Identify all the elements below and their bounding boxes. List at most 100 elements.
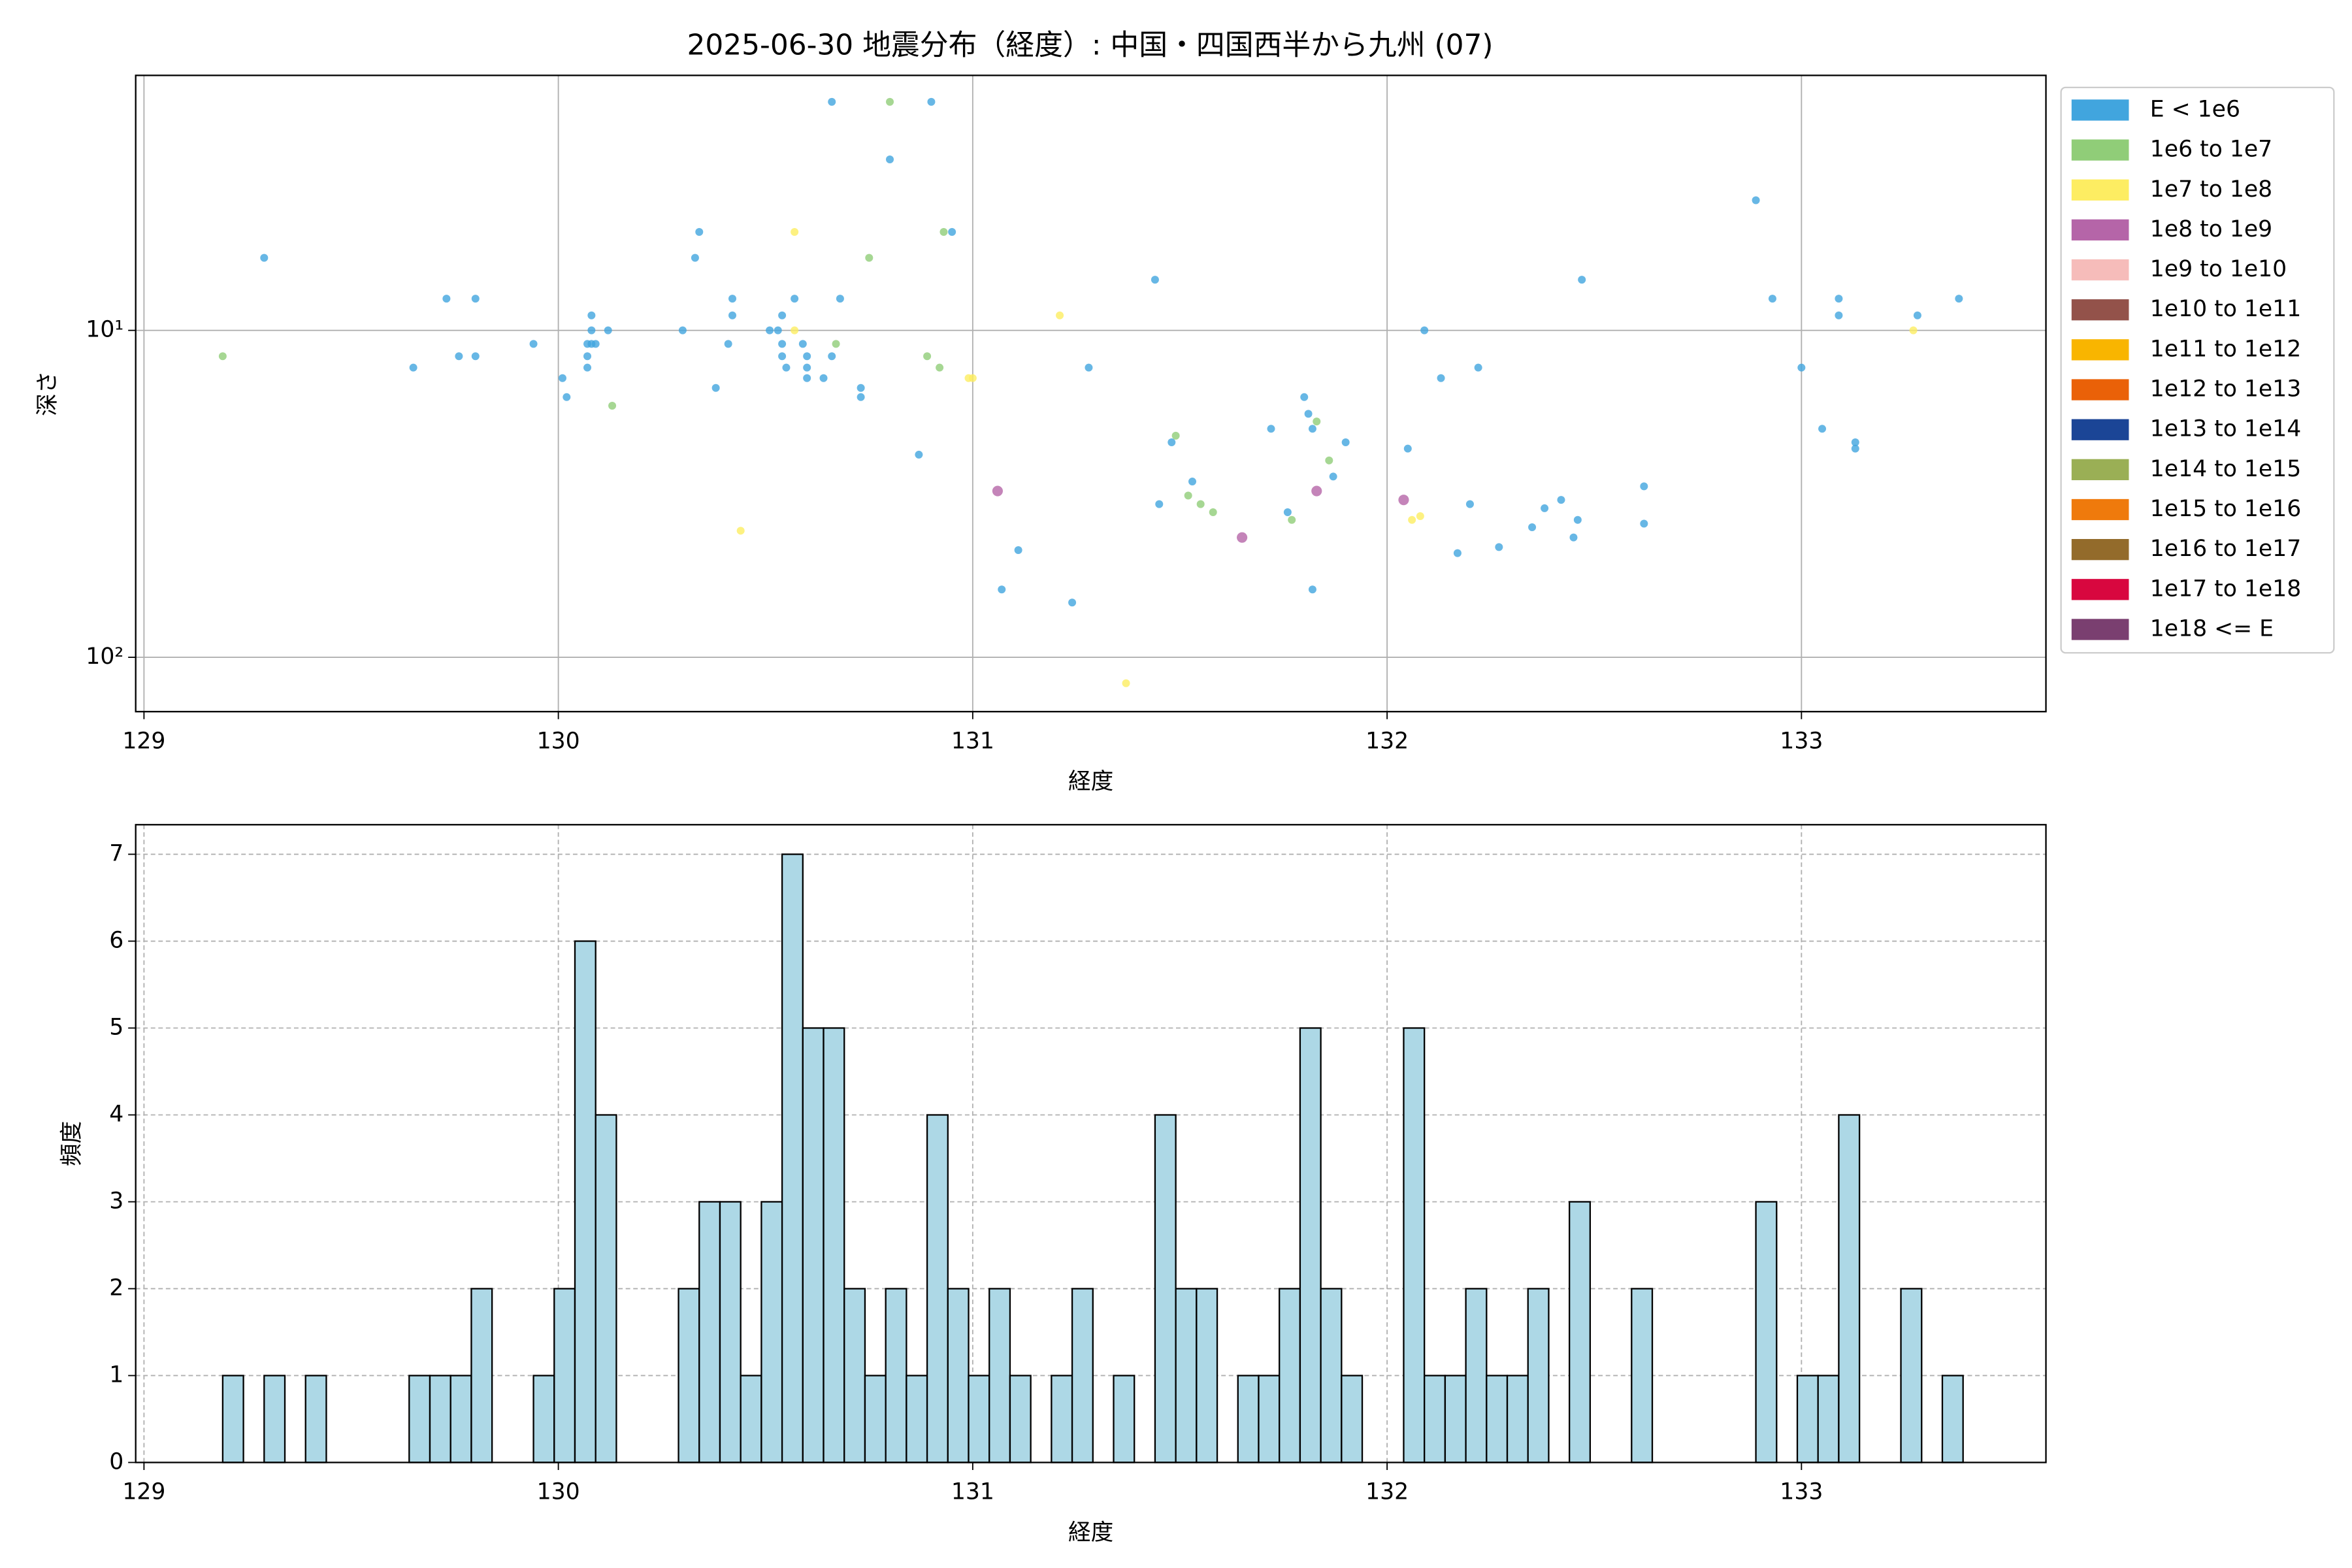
histogram-bar bbox=[470, 1288, 493, 1463]
histogram-bar bbox=[1403, 1027, 1426, 1463]
data-point bbox=[803, 363, 811, 372]
data-point bbox=[778, 340, 787, 348]
legend-label: 1e12 to 1e13 bbox=[2150, 376, 2301, 402]
data-point bbox=[1267, 425, 1275, 433]
legend-label: 1e10 to 1e11 bbox=[2150, 296, 2301, 322]
data-point bbox=[782, 363, 791, 372]
data-point bbox=[886, 97, 894, 106]
y-tick-label: 2 bbox=[109, 1275, 123, 1301]
data-point bbox=[791, 326, 799, 335]
data-point bbox=[1168, 438, 1176, 447]
histogram-bar bbox=[1113, 1375, 1135, 1463]
histogram-bar bbox=[678, 1288, 700, 1463]
data-point bbox=[1835, 295, 1843, 303]
legend-swatch bbox=[2071, 259, 2129, 281]
data-point bbox=[471, 295, 480, 303]
y-tick-label: 4 bbox=[109, 1101, 123, 1127]
histogram-bar bbox=[1051, 1375, 1073, 1463]
data-point bbox=[778, 311, 787, 319]
data-point bbox=[1398, 495, 1409, 506]
histogram-bar bbox=[1299, 1027, 1322, 1463]
histogram-bar bbox=[408, 1375, 431, 1463]
data-point bbox=[608, 401, 617, 410]
histogram-bar bbox=[1341, 1375, 1364, 1463]
data-point bbox=[1056, 311, 1064, 319]
histogram-bar bbox=[698, 1201, 721, 1463]
data-point bbox=[1403, 444, 1412, 453]
x-axis-label: 経度 bbox=[1068, 1520, 1113, 1546]
data-point bbox=[766, 326, 774, 335]
data-point bbox=[1085, 363, 1093, 372]
histogram-bar bbox=[781, 853, 804, 1463]
data-point bbox=[587, 326, 596, 335]
data-point bbox=[803, 374, 811, 382]
data-point bbox=[1474, 363, 1482, 372]
legend-swatch bbox=[2071, 339, 2129, 361]
data-point bbox=[1308, 425, 1316, 433]
histogram-bar bbox=[843, 1288, 866, 1463]
histogram-bar bbox=[1009, 1375, 1032, 1463]
data-point bbox=[1569, 533, 1578, 542]
y-tick-label: 10¹ bbox=[86, 317, 123, 343]
histogram-bar bbox=[1071, 1288, 1094, 1463]
data-point bbox=[1955, 295, 1963, 303]
data-point bbox=[1420, 326, 1429, 335]
x-tick-label: 131 bbox=[951, 728, 994, 754]
y-tick-label: 7 bbox=[109, 841, 123, 867]
data-point bbox=[886, 155, 894, 164]
histogram-bar bbox=[1755, 1201, 1778, 1463]
data-point bbox=[728, 295, 736, 303]
histogram-bar bbox=[1486, 1375, 1509, 1463]
data-point bbox=[1818, 425, 1827, 433]
data-point bbox=[1640, 519, 1648, 528]
histogram-bar bbox=[1506, 1375, 1529, 1463]
data-point bbox=[832, 340, 840, 348]
y-tick-label: 1 bbox=[109, 1362, 123, 1388]
data-point bbox=[1578, 276, 1586, 284]
data-point bbox=[1528, 523, 1537, 531]
legend-swatch bbox=[2071, 459, 2129, 480]
data-point bbox=[1341, 438, 1350, 447]
data-point bbox=[857, 393, 865, 401]
data-point bbox=[828, 97, 836, 106]
data-point bbox=[1184, 491, 1192, 500]
data-point bbox=[728, 311, 736, 319]
histogram-bar bbox=[1796, 1375, 1819, 1463]
legend-label: 1e8 to 1e9 bbox=[2150, 216, 2272, 242]
histogram-bar bbox=[885, 1288, 907, 1463]
data-point bbox=[1237, 532, 1248, 543]
data-point bbox=[1573, 515, 1582, 524]
histogram-bar bbox=[988, 1288, 1011, 1463]
data-point bbox=[471, 352, 480, 361]
data-point bbox=[1465, 500, 1474, 508]
data-point bbox=[1541, 504, 1549, 512]
data-point bbox=[604, 326, 612, 335]
histogram-bar bbox=[574, 940, 596, 1463]
data-point bbox=[948, 228, 956, 237]
x-tick-label: 129 bbox=[122, 1479, 165, 1505]
legend-swatch bbox=[2071, 179, 2129, 201]
data-point bbox=[724, 340, 732, 348]
data-point bbox=[1851, 438, 1859, 447]
histogram-bar bbox=[926, 1114, 949, 1463]
x-tick-label: 130 bbox=[537, 1479, 580, 1505]
data-point bbox=[923, 352, 932, 361]
histogram-bar bbox=[449, 1375, 472, 1463]
data-point bbox=[583, 363, 592, 372]
legend-swatch bbox=[2071, 539, 2129, 561]
legend-box bbox=[2060, 86, 2335, 654]
data-point bbox=[1768, 295, 1776, 303]
histogram-bar bbox=[1941, 1375, 1964, 1463]
data-point bbox=[1408, 515, 1416, 524]
legend-swatch bbox=[2071, 379, 2129, 400]
data-point bbox=[1288, 515, 1296, 524]
data-point bbox=[1122, 679, 1130, 687]
histogram-bar bbox=[221, 1375, 244, 1463]
y-axis-label: 深さ bbox=[35, 371, 61, 416]
histogram-bar bbox=[1320, 1288, 1343, 1463]
legend-label: 1e11 to 1e12 bbox=[2150, 336, 2301, 362]
data-point bbox=[819, 374, 828, 382]
data-point bbox=[1014, 546, 1022, 555]
x-tick-label: 133 bbox=[1780, 1479, 1823, 1505]
data-point bbox=[778, 352, 787, 361]
